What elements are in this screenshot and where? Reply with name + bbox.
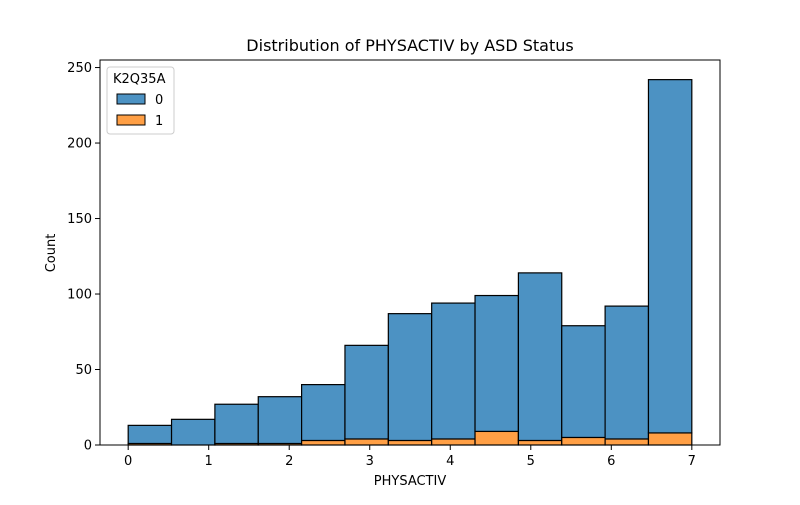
x-axis-label: PHYSACTIV: [374, 474, 447, 489]
y-tick-label: 250: [67, 61, 92, 76]
legend-label-1: 1: [155, 114, 163, 129]
y-tick-label: 50: [75, 363, 92, 378]
y-tick-label: 0: [84, 439, 92, 454]
chart-title: Distribution of PHYSACTIV by ASD Status: [246, 36, 573, 55]
bar-series-1-bin-12: [647, 432, 693, 446]
y-tick-label: 200: [67, 137, 92, 152]
x-tick-label: 0: [124, 454, 132, 469]
bar-series-1-bin-10: [561, 436, 606, 446]
legend-title: K2Q35A: [113, 72, 166, 87]
legend-label-0: 0: [155, 93, 163, 108]
y-axis-label: Count: [44, 234, 59, 273]
bar-series-0-bin-2: [214, 403, 259, 445]
bar-series-0-bin-0: [127, 424, 173, 445]
bar-series-0-bin-11: [604, 305, 650, 440]
axes-layer: 0 1 2 3 4 5 6 7 0 50 100 150 200 250: [67, 59, 721, 469]
bar-series-1-bin-7: [431, 438, 476, 446]
bar-series-1-bin-9: [517, 439, 563, 446]
bar-series-0-bin-6: [387, 313, 433, 442]
bar-series-0-bin-3: [257, 396, 303, 445]
bars-layer: [127, 79, 693, 446]
bar-series-1-bin-4: [301, 439, 346, 446]
y-tick-label: 100: [67, 288, 92, 303]
y-tick-label: 150: [67, 212, 92, 227]
x-tick-label: 5: [527, 454, 535, 469]
legend: K2Q35A 0 1: [106, 66, 175, 135]
x-tick-label: 6: [607, 454, 615, 469]
x-tick-label: 1: [205, 454, 213, 469]
x-tick-label: 4: [446, 454, 454, 469]
bar-series-0-bin-8: [474, 294, 519, 433]
legend-swatch-1: [116, 114, 146, 126]
bar-series-0-bin-9: [517, 272, 563, 442]
bar-series-0-bin-7: [431, 302, 476, 440]
bar-series-1-bin-8: [474, 430, 519, 446]
x-tick-label: 2: [285, 454, 293, 469]
bar-series-1-bin-6: [387, 439, 433, 446]
bar-series-0-bin-12: [647, 79, 693, 434]
legend-swatch-0: [116, 93, 146, 105]
bar-series-1-bin-11: [604, 438, 650, 446]
bar-series-0-bin-1: [170, 418, 216, 446]
axes-frame: [99, 59, 721, 446]
bar-series-0-bin-4: [301, 384, 346, 442]
bar-series-0-bin-5: [344, 344, 389, 440]
x-tick-label: 7: [688, 454, 696, 469]
bar-series-0-bin-10: [561, 325, 606, 439]
x-tick-label: 3: [366, 454, 374, 469]
bar-series-1-bin-5: [344, 438, 389, 446]
